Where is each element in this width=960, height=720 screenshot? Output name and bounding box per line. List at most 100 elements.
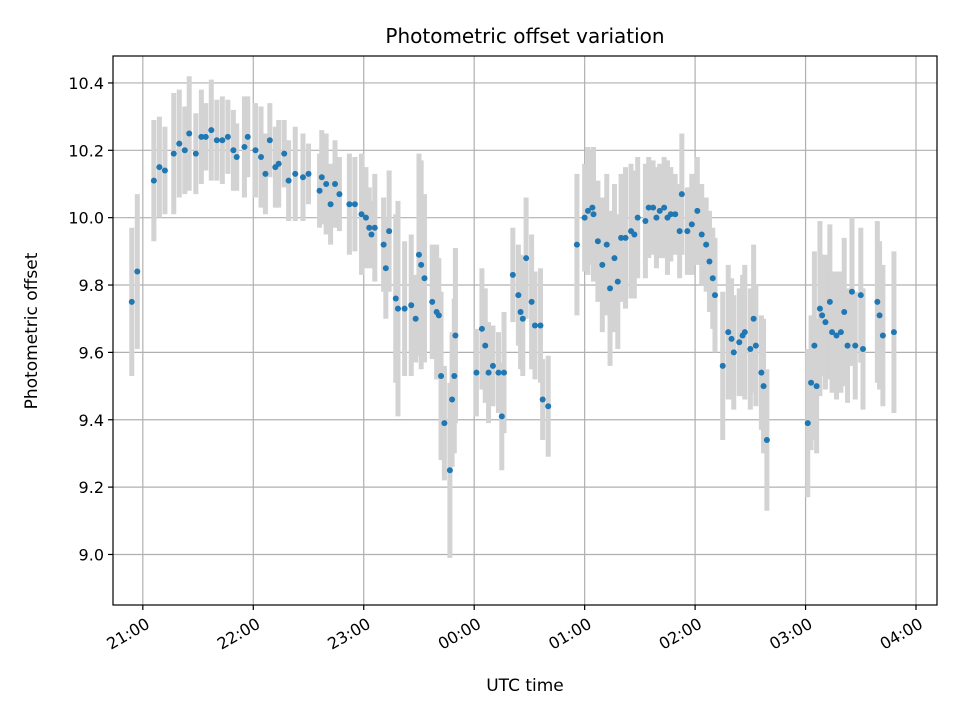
data-point — [841, 308, 848, 315]
data-point — [452, 332, 459, 339]
data-point — [501, 369, 508, 376]
data-point — [813, 383, 820, 390]
data-point — [758, 369, 765, 376]
data-point — [750, 315, 757, 322]
data-point — [523, 255, 530, 262]
y-tick-label: 10.2 — [68, 141, 104, 160]
data-point — [336, 191, 343, 198]
data-point — [890, 329, 897, 336]
data-point — [736, 339, 743, 346]
data-point — [703, 241, 710, 248]
data-point — [539, 396, 546, 403]
data-point — [351, 201, 358, 208]
data-point — [622, 234, 629, 241]
data-point — [441, 420, 448, 427]
data-point — [545, 403, 552, 410]
chart-title: Photometric offset variation — [385, 24, 664, 48]
data-point — [519, 315, 526, 322]
data-point — [645, 204, 652, 211]
data-point — [186, 130, 193, 137]
data-point — [829, 329, 836, 336]
data-point — [202, 133, 209, 140]
data-point — [495, 369, 502, 376]
data-point — [292, 170, 299, 177]
data-point — [760, 383, 767, 390]
y-tick-label: 10.4 — [68, 74, 104, 93]
data-point — [589, 204, 596, 211]
data-point — [763, 436, 770, 443]
data-point — [672, 211, 679, 218]
data-point — [719, 362, 726, 369]
data-point — [833, 332, 840, 339]
data-point — [752, 342, 759, 349]
data-point — [819, 312, 826, 319]
data-point — [728, 335, 735, 342]
y-tick-label: 9.8 — [79, 276, 104, 295]
y-tick-label: 10.0 — [68, 209, 104, 228]
data-point — [478, 325, 485, 332]
data-point — [252, 147, 259, 154]
data-point — [241, 143, 248, 150]
data-point — [688, 221, 695, 228]
data-point — [266, 137, 273, 144]
data-point — [358, 211, 365, 218]
data-point — [281, 150, 288, 157]
data-point — [244, 133, 251, 140]
data-point — [224, 133, 231, 140]
y-tick-label: 9.0 — [79, 545, 104, 564]
data-point — [421, 275, 428, 282]
data-point — [667, 211, 674, 218]
data-point — [517, 308, 524, 315]
data-point — [208, 127, 215, 134]
data-point — [392, 295, 399, 302]
data-point — [170, 150, 177, 157]
data-point — [473, 369, 480, 376]
data-point — [485, 369, 492, 376]
data-point — [698, 231, 705, 238]
y-tick-label: 9.2 — [79, 478, 104, 497]
data-point — [678, 191, 685, 198]
data-point — [482, 342, 489, 349]
data-point — [449, 396, 456, 403]
data-point — [650, 204, 657, 211]
data-point — [435, 312, 442, 319]
data-points — [128, 127, 897, 474]
data-point — [394, 305, 401, 312]
data-point — [327, 201, 334, 208]
data-point — [299, 174, 306, 181]
data-point — [150, 177, 157, 184]
data-point — [656, 207, 663, 214]
data-point — [412, 315, 419, 322]
data-point — [498, 413, 505, 420]
data-point — [634, 214, 641, 221]
data-point — [694, 207, 701, 214]
data-point — [346, 201, 353, 208]
data-point — [156, 164, 163, 171]
data-point — [489, 362, 496, 369]
data-point — [451, 372, 458, 379]
data-point — [857, 292, 864, 299]
data-point — [230, 147, 237, 154]
data-point — [811, 342, 818, 349]
data-point — [181, 147, 188, 154]
y-axis-label: Photometric offset — [22, 252, 42, 409]
data-point — [573, 241, 580, 248]
data-point — [515, 292, 522, 299]
plot-frame — [112, 55, 938, 606]
data-point — [509, 271, 516, 278]
data-point — [446, 467, 453, 474]
data-point — [614, 278, 621, 285]
data-point — [631, 231, 638, 238]
data-point — [382, 265, 389, 272]
data-point — [747, 346, 754, 353]
data-point — [219, 137, 226, 144]
data-point — [198, 133, 205, 140]
data-point — [128, 298, 135, 305]
data-point — [366, 224, 373, 231]
data-point — [611, 255, 618, 262]
data-point — [590, 211, 597, 218]
data-point — [874, 298, 881, 305]
data-point — [706, 258, 713, 265]
y-tick-label: 9.6 — [79, 343, 104, 362]
